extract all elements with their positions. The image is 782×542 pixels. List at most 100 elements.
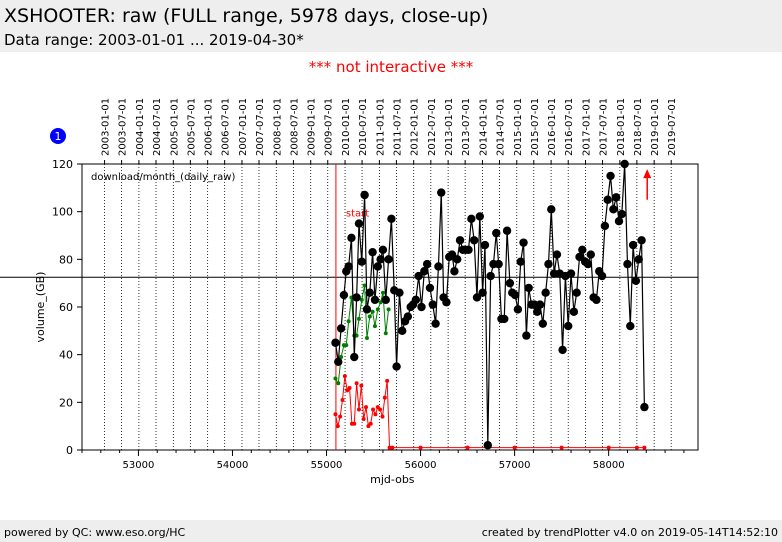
data-point [367,314,372,319]
data-point [346,319,351,324]
data-point [382,395,387,400]
info-badge[interactable]: 1 [50,128,66,144]
date-tick-label: 2008-07-01 [289,98,300,156]
data-point [626,321,635,331]
series-line [334,163,645,446]
data-point [583,259,593,269]
data-point [465,445,470,450]
data-point [483,441,493,450]
y-tick-label: 0 [66,444,73,457]
data-point [519,238,528,247]
date-tick-label: 2016-07-01 [564,98,575,156]
data-point [352,421,357,426]
data-point [640,402,649,412]
data-point [339,290,349,300]
data-point [450,267,459,276]
data-point [642,445,647,450]
data-point [373,262,382,271]
date-tick-label: 2018-07-01 [633,98,644,156]
data-point [575,252,584,262]
data-range-subtitle: Data range: 2003-01-01 ... 2019-04-30* [4,31,304,49]
y-tick-label: 120 [52,158,73,171]
data-point [347,386,352,391]
date-tick-label: 2003-07-01 [118,98,129,156]
y-tick-label: 20 [59,396,73,409]
y-tick-label: 60 [59,301,73,314]
date-tick-label: 2010-01-01 [341,98,352,156]
date-tick-label: 2003-01-01 [101,98,112,156]
date-tick-label: 2006-01-01 [204,98,215,156]
data-point [354,219,364,228]
y-tick-label: 100 [52,206,73,219]
data-point [606,445,611,450]
plot-parameter-label: download/month_(daily_raw) [91,172,235,183]
data-point [631,276,641,285]
data-point [425,283,435,293]
data-point [628,240,638,250]
data-point [333,376,338,381]
date-tick-label: 2008-01-01 [272,98,283,156]
data-point [603,195,612,204]
data-point [411,295,421,305]
trend-arrow-head [643,169,652,179]
data-point [578,245,587,254]
data-point [378,300,383,305]
x-tick-label: 53000 [123,460,155,471]
plot-frame [81,163,699,451]
data-point [559,445,564,450]
data-point [376,255,385,264]
data-point [611,193,621,202]
date-tick-label: 2011-07-01 [392,98,403,156]
data-point [422,259,432,269]
date-tick-label: 2004-07-01 [152,98,163,156]
data-point [418,445,423,450]
data-point [609,205,618,214]
date-tick-label: 2015-01-01 [513,98,524,156]
data-point [469,236,479,245]
data-point [403,312,413,321]
footer-created-by: created by trendPlotter v4.0 on 2019-05-… [481,526,778,539]
x-tick-label: 57000 [499,460,531,471]
date-tick-label: 2011-01-01 [375,98,386,156]
data-point [364,335,369,340]
data-point [378,245,388,254]
date-tick-label: 2004-01-01 [135,98,146,156]
data-point [428,300,437,309]
date-tick-label: 2019-01-01 [650,98,661,156]
data-point [372,324,377,329]
data-point [370,309,375,314]
data-point [478,288,487,297]
data-point [558,345,567,355]
x-tick-label: 58000 [593,460,625,471]
data-point [486,271,495,281]
data-point [381,295,390,305]
data-point [634,445,639,450]
data-point [434,262,443,271]
data-point [420,267,429,276]
data-point [564,321,573,331]
data-point [352,293,361,302]
data-point [569,307,579,316]
info-badge-circle [50,128,66,144]
data-point [356,407,361,412]
data-point [375,307,380,312]
data-point [566,269,576,278]
data-point [359,383,364,388]
date-tick-label: 2005-07-01 [186,98,197,156]
data-point [617,209,627,219]
series-line [334,376,645,449]
data-point [386,307,391,312]
data-point [384,255,393,264]
date-tick-label: 2019-07-01 [667,98,678,156]
data-point [431,319,440,328]
data-point [380,290,385,295]
date-tick-label: 2009-07-01 [324,98,335,156]
data-point [342,374,347,379]
date-tick-label: 2012-07-01 [427,98,438,156]
data-point [373,412,378,417]
info-badge-number: 1 [55,130,62,143]
date-tick-label: 2007-01-01 [238,98,249,156]
data-point [336,324,346,333]
date-tick-label: 2010-07-01 [358,98,369,156]
